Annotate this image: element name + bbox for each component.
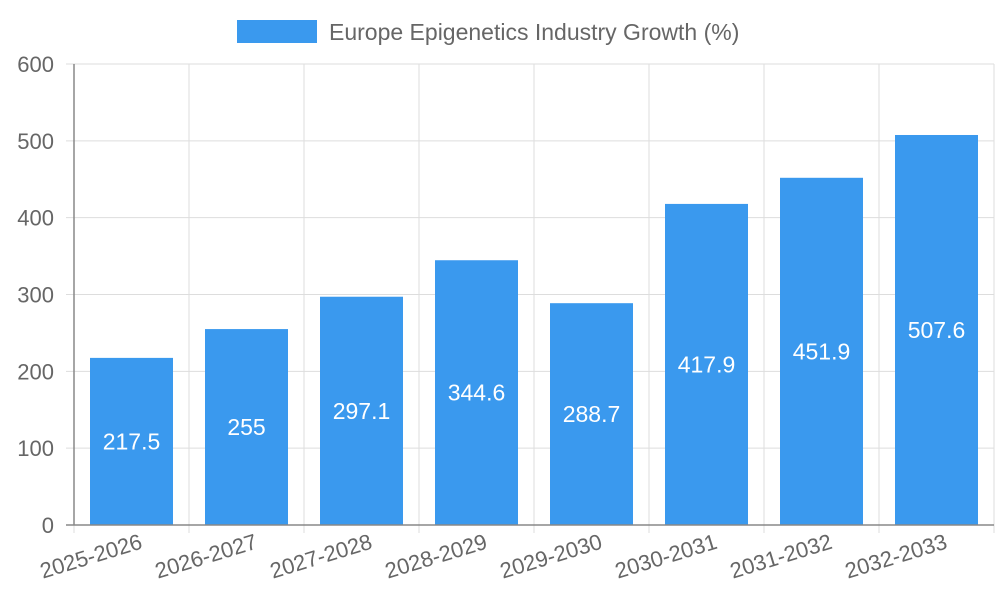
x-tick-label: 2027-2028 <box>267 529 375 584</box>
data-label: 417.9 <box>678 351 736 377</box>
data-labels: 217.5 255 297.1 344.6 288.7 417.9 451.9 507.6 <box>103 317 966 454</box>
y-tick-label: 400 <box>17 206 54 231</box>
bar[interactable] <box>550 303 633 525</box>
y-tick-label: 300 <box>17 283 54 308</box>
data-label: 217.5 <box>103 428 161 454</box>
y-tick-label: 0 <box>42 513 54 538</box>
y-tick-label: 500 <box>17 129 54 154</box>
legend[interactable]: Europe Epigenetics Industry Growth (%) <box>237 19 739 45</box>
bar[interactable] <box>435 260 518 525</box>
data-label: 507.6 <box>908 317 966 343</box>
y-tick-label: 600 <box>17 52 54 77</box>
y-tick-label: 100 <box>17 436 54 461</box>
x-tick-label: 2031-2032 <box>727 529 835 584</box>
data-label: 451.9 <box>793 338 851 364</box>
bar[interactable] <box>320 296 403 525</box>
data-label: 288.7 <box>563 401 621 427</box>
data-label: 255 <box>227 414 265 440</box>
bar[interactable] <box>665 203 748 525</box>
bar[interactable] <box>895 134 978 525</box>
bar[interactable] <box>780 177 863 525</box>
x-axis-ticks: 2025-2026 2026-2027 2027-2028 2028-2029 2029… <box>37 529 950 584</box>
bar[interactable] <box>205 329 288 525</box>
y-tick-label: 200 <box>17 359 54 384</box>
x-tick-label: 2032-2033 <box>842 529 950 584</box>
legend-label: Europe Epigenetics Industry Growth (%) <box>329 19 739 45</box>
data-label: 297.1 <box>333 398 391 424</box>
y-axis-ticks: 0 100 200 300 400 500 600 <box>17 52 54 538</box>
data-label: 344.6 <box>448 380 506 406</box>
bars <box>90 134 978 525</box>
legend-swatch <box>237 20 317 43</box>
bar[interactable] <box>90 357 173 525</box>
x-tick-label: 2030-2031 <box>612 529 720 584</box>
x-tick-label: 2029-2030 <box>497 529 605 584</box>
axes <box>66 64 994 526</box>
x-tick-label: 2028-2029 <box>382 529 490 584</box>
x-tick-label: 2026-2027 <box>152 529 260 584</box>
